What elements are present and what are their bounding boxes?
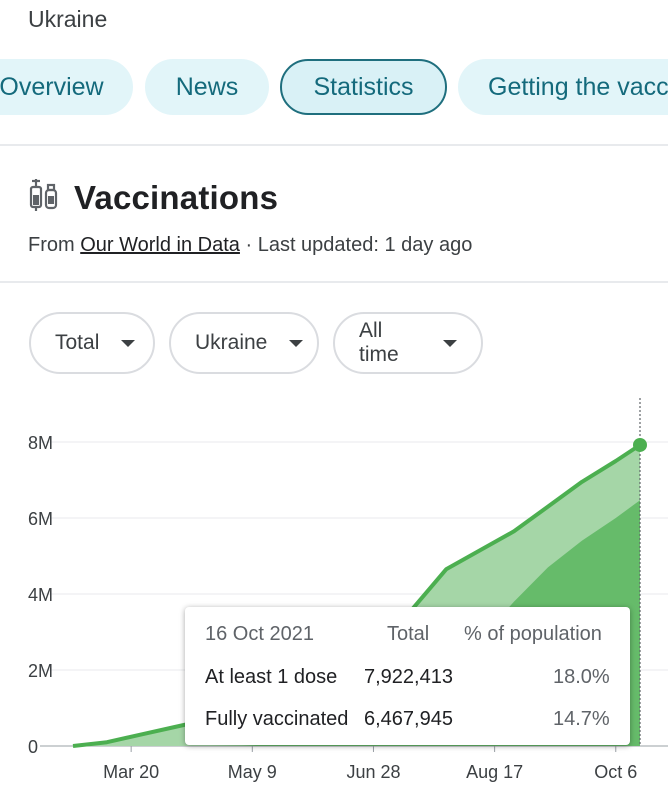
tab-statistics[interactable]: Statistics [280, 59, 447, 115]
range-dropdown[interactable]: All time [333, 312, 483, 374]
tooltip-row-total: 6,467,945 [364, 708, 453, 730]
y-tick-label: 8M [28, 433, 53, 453]
metric-dropdown-label: Total [55, 331, 100, 354]
section-title: Vaccinations [74, 178, 279, 216]
chevron-down-icon [443, 339, 457, 347]
tooltip-row-total: 7,922,413 [364, 666, 453, 688]
tab-getting-vaccine[interactable]: Getting the vaccine [458, 59, 668, 115]
y-tick-label: 4M [28, 585, 53, 605]
tab-news[interactable]: News [145, 59, 269, 115]
chart-tooltip: 16 Oct 2021 Total % of population At lea… [185, 607, 630, 745]
divider-section [0, 281, 668, 283]
metric-dropdown[interactable]: Total [29, 312, 155, 374]
tooltip-col-total: Total [387, 623, 430, 645]
x-tick-label: Oct 6 [594, 762, 637, 782]
vaccine-icon [28, 178, 60, 217]
y-tick-label: 6M [28, 509, 53, 529]
last-updated: · Last updated: 1 day ago [245, 234, 473, 256]
x-tick-label: Jun 28 [346, 762, 400, 782]
source-line: From Our World in Data · Last updated: 1… [28, 234, 472, 257]
tooltip-row-label: Fully vaccinated [205, 708, 349, 730]
tooltip-col-pct: % of population [464, 623, 602, 645]
source-prefix: From [28, 234, 75, 256]
region-dropdown-label: Ukraine [195, 331, 268, 354]
x-tick-label: Mar 20 [103, 762, 159, 782]
x-tick-label: May 9 [228, 762, 277, 782]
tab-overview[interactable]: Overview [0, 59, 133, 115]
country-name: Ukraine [28, 6, 108, 32]
tooltip-row-pct: 18.0% [553, 666, 610, 688]
chevron-down-icon [121, 339, 136, 347]
chevron-down-icon [289, 339, 304, 347]
tooltip-row-pct: 14.7% [553, 708, 610, 730]
region-dropdown[interactable]: Ukraine [169, 312, 319, 374]
x-tick-label: Aug 17 [466, 762, 523, 782]
divider-top [0, 144, 668, 146]
range-dropdown-label: All time [359, 319, 399, 366]
hover-point [633, 437, 647, 452]
tooltip-date: 16 Oct 2021 [205, 623, 314, 645]
source-link[interactable]: Our World in Data [80, 234, 240, 256]
y-tick-label: 0 [28, 737, 38, 757]
tooltip-row-label: At least 1 dose [205, 666, 338, 688]
section-header: Vaccinations [28, 178, 278, 217]
y-tick-label: 2M [28, 661, 53, 681]
